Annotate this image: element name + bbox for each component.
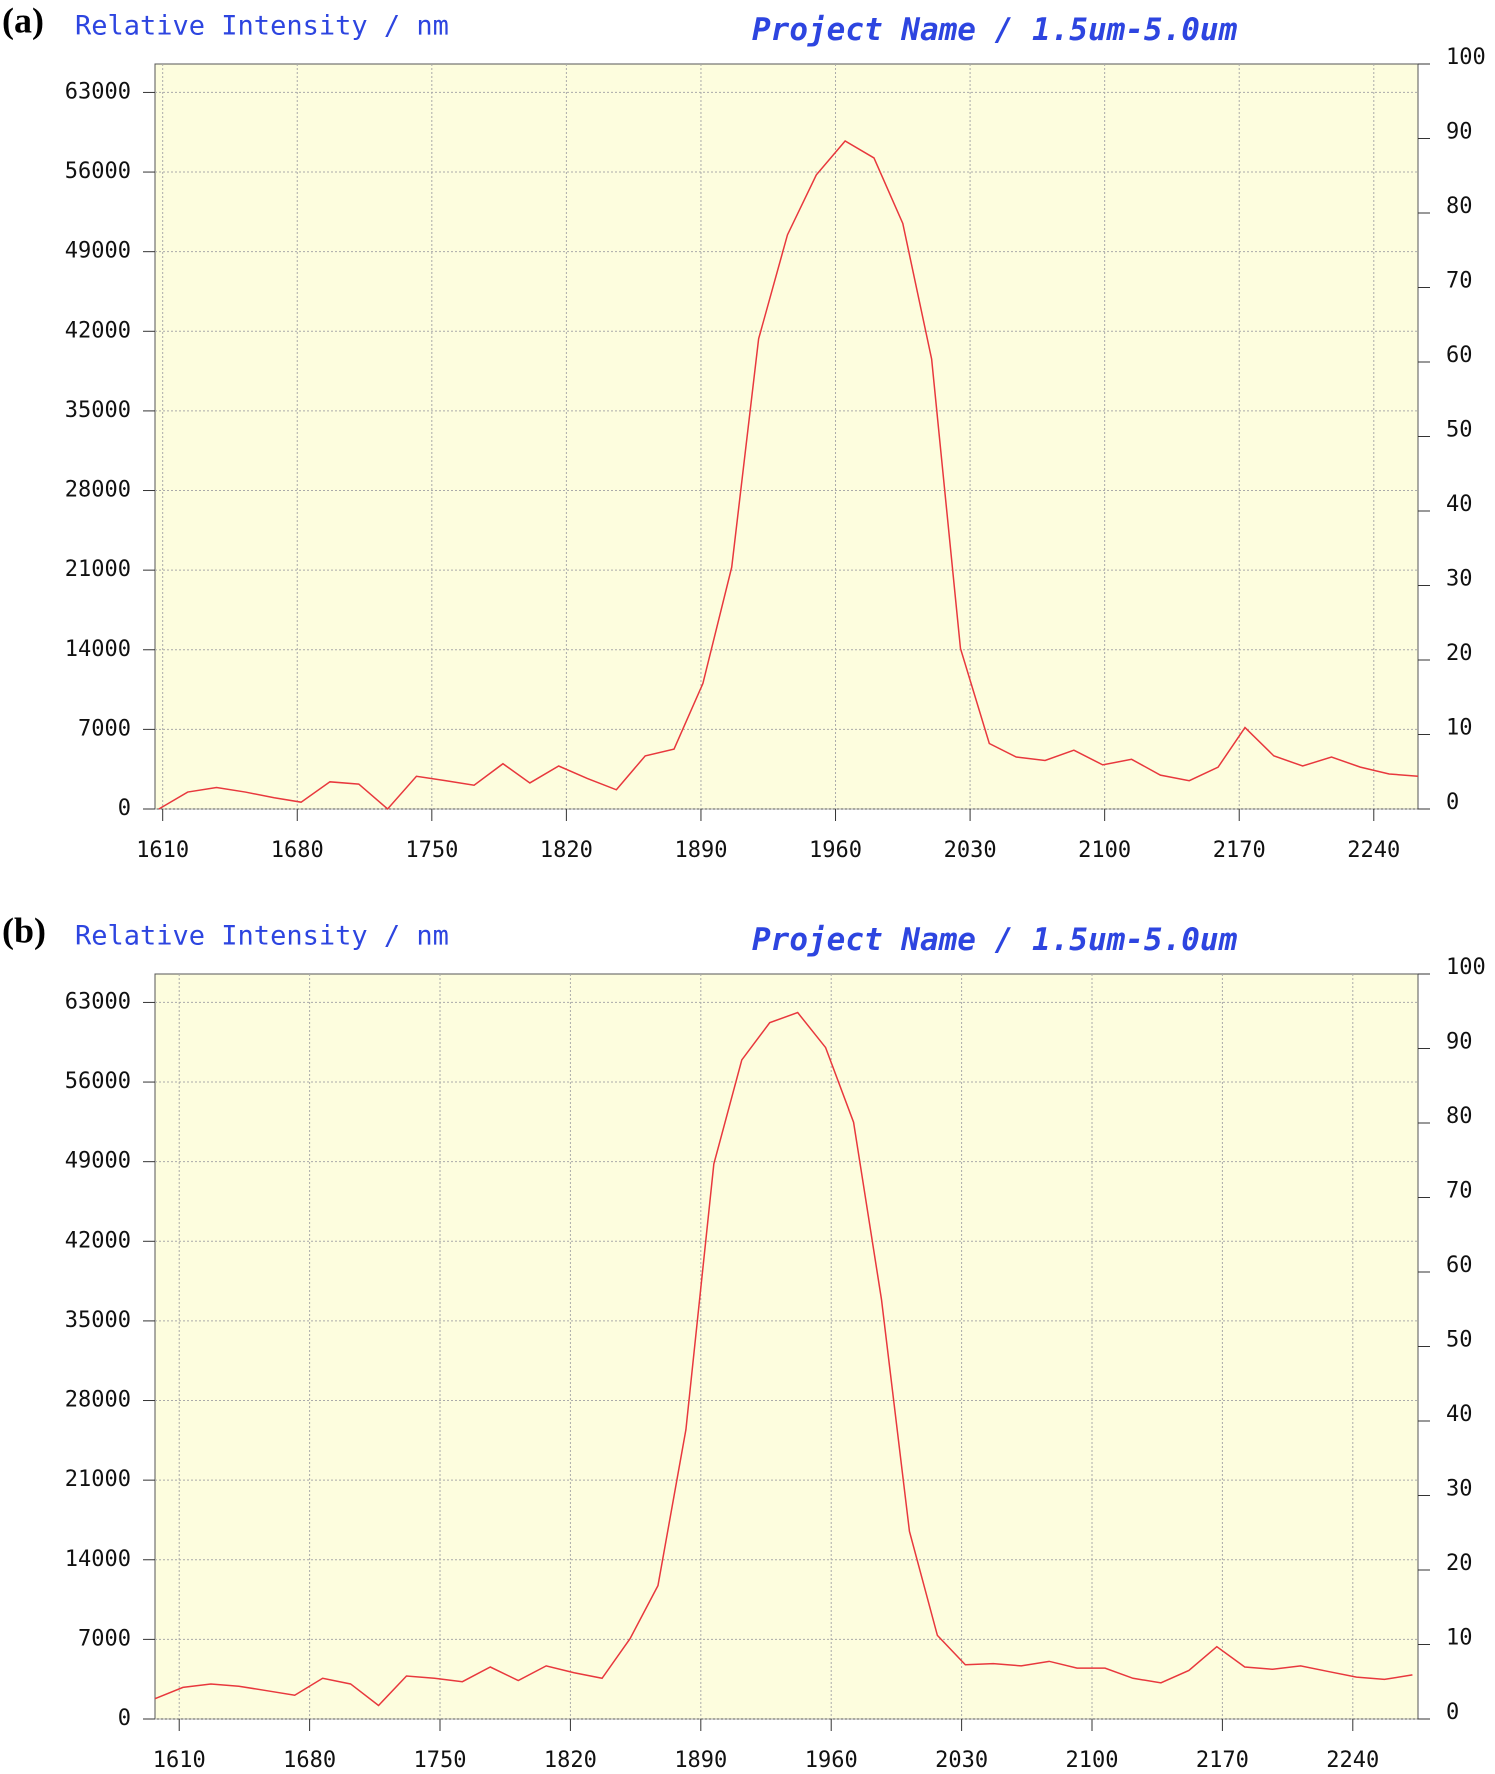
y2-tick-label: 0: [1446, 790, 1459, 815]
y2-tick-label: 10: [1446, 1626, 1473, 1651]
y-tick-label: 63000: [65, 989, 131, 1014]
y-axis-label: Relative Intensity / nm: [75, 921, 449, 952]
y-tick-label: 21000: [65, 557, 131, 582]
x-tick-label: 2240: [1326, 1748, 1379, 1773]
y2-tick-label: 30: [1446, 567, 1473, 592]
y2-tick-label: 70: [1446, 1179, 1473, 1204]
y2-tick-label: 50: [1446, 418, 1473, 443]
y-tick-label: 56000: [65, 1069, 131, 1094]
x-tick-label: 1610: [136, 838, 189, 863]
x-tick-label: 1820: [540, 838, 593, 863]
y-tick-label: 0: [118, 796, 131, 821]
y-tick-label: 42000: [65, 1228, 131, 1253]
panel-label: (a): [2, 0, 44, 40]
x-tick-label: 2030: [944, 838, 997, 863]
x-tick-label: 1960: [809, 838, 862, 863]
data-line: [158, 140, 1419, 811]
plot-area: [154, 973, 1419, 1720]
y2-tick-label: 90: [1446, 120, 1473, 145]
y2-tick-label: 70: [1446, 269, 1473, 294]
y-tick-label: 21000: [65, 1467, 131, 1492]
x-tick-label: 1610: [153, 1748, 206, 1773]
x-tick-label: 1680: [283, 1748, 336, 1773]
y2-tick-label: 100: [1446, 45, 1486, 70]
x-tick-label: 2030: [935, 1748, 988, 1773]
x-tick-label: 1820: [544, 1748, 597, 1773]
y2-tick-label: 20: [1446, 1551, 1473, 1576]
y2-tick-label: 50: [1446, 1328, 1473, 1353]
y2-tick-label: 40: [1446, 1402, 1473, 1427]
y-tick-label: 42000: [65, 318, 131, 343]
y-tick-label: 14000: [65, 1547, 131, 1572]
y2-tick-label: 80: [1446, 1104, 1473, 1129]
y2-tick-label: 80: [1446, 194, 1473, 219]
x-tick-label: 2170: [1213, 838, 1266, 863]
y-tick-label: 56000: [65, 159, 131, 184]
y-tick-label: 14000: [65, 637, 131, 662]
y2-tick-label: 90: [1446, 1030, 1473, 1055]
y-tick-label: 63000: [65, 79, 131, 104]
y-tick-label: 35000: [65, 1308, 131, 1333]
x-tick-label: 2100: [1078, 838, 1131, 863]
x-tick-label: 1750: [405, 838, 458, 863]
chart-title: Project Name / 1.5um-5.0um: [752, 12, 1238, 48]
y-tick-label: 49000: [65, 239, 131, 264]
x-tick-label: 1890: [674, 838, 727, 863]
y-tick-label: 0: [118, 1706, 131, 1731]
data-line: [154, 1011, 1413, 1707]
panel-label: (b): [2, 910, 46, 950]
x-tick-label: 2100: [1066, 1748, 1119, 1773]
x-tick-label: 1890: [674, 1748, 727, 1773]
y2-tick-label: 100: [1446, 955, 1486, 980]
x-tick-label: 1750: [414, 1748, 467, 1773]
plot-area: [154, 63, 1419, 810]
y2-tick-label: 10: [1446, 716, 1473, 741]
y-tick-label: 49000: [65, 1149, 131, 1174]
y2-tick-label: 30: [1446, 1477, 1473, 1502]
chart-title: Project Name / 1.5um-5.0um: [752, 922, 1238, 958]
y-tick-label: 28000: [65, 1388, 131, 1413]
x-tick-label: 1680: [271, 838, 324, 863]
x-tick-label: 2240: [1347, 838, 1400, 863]
y-tick-label: 7000: [78, 716, 131, 741]
y-tick-label: 28000: [65, 478, 131, 503]
y-tick-label: 7000: [78, 1626, 131, 1651]
y2-tick-label: 40: [1446, 492, 1473, 517]
y2-tick-label: 0: [1446, 1700, 1459, 1725]
y2-tick-label: 20: [1446, 641, 1473, 666]
x-tick-label: 1960: [805, 1748, 858, 1773]
y2-tick-label: 60: [1446, 1253, 1473, 1278]
y2-tick-label: 60: [1446, 343, 1473, 368]
x-tick-label: 2170: [1196, 1748, 1249, 1773]
y-tick-label: 35000: [65, 398, 131, 423]
y-axis-label: Relative Intensity / nm: [75, 11, 449, 42]
